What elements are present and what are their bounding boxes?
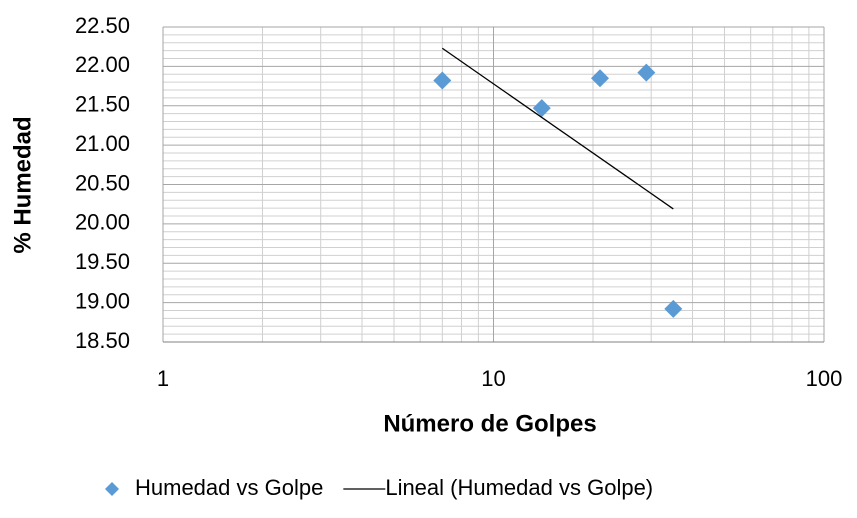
y-axis-label: % Humedad: [9, 116, 36, 253]
y-tick-label: 20.00: [75, 210, 130, 235]
y-tick-label: 21.50: [75, 92, 130, 117]
y-tick-label: 22.50: [75, 13, 130, 38]
y-tick-label: 19.00: [75, 288, 130, 313]
legend-label: Lineal (Humedad vs Golpe): [385, 475, 653, 500]
trend-line: [441, 47, 674, 210]
point: [590, 69, 609, 88]
x-axis-label: Número de Golpes: [383, 410, 596, 437]
y-tick-label: 18.50: [75, 328, 130, 353]
legend-marker: [105, 482, 119, 496]
x-tick-label: 1: [157, 366, 169, 391]
legend-label: Humedad vs Golpe: [135, 475, 323, 500]
point: [433, 71, 452, 90]
point: [532, 99, 551, 118]
y-tick-label: 21.00: [75, 131, 130, 156]
y-tick-label: 20.50: [75, 170, 130, 195]
y-tick-label: 19.50: [75, 249, 130, 274]
x-tick-label: 10: [481, 366, 505, 391]
y-tick-label: 22.00: [75, 52, 130, 77]
x-tick-label: 100: [806, 366, 843, 391]
point: [637, 63, 656, 82]
point: [664, 299, 683, 318]
